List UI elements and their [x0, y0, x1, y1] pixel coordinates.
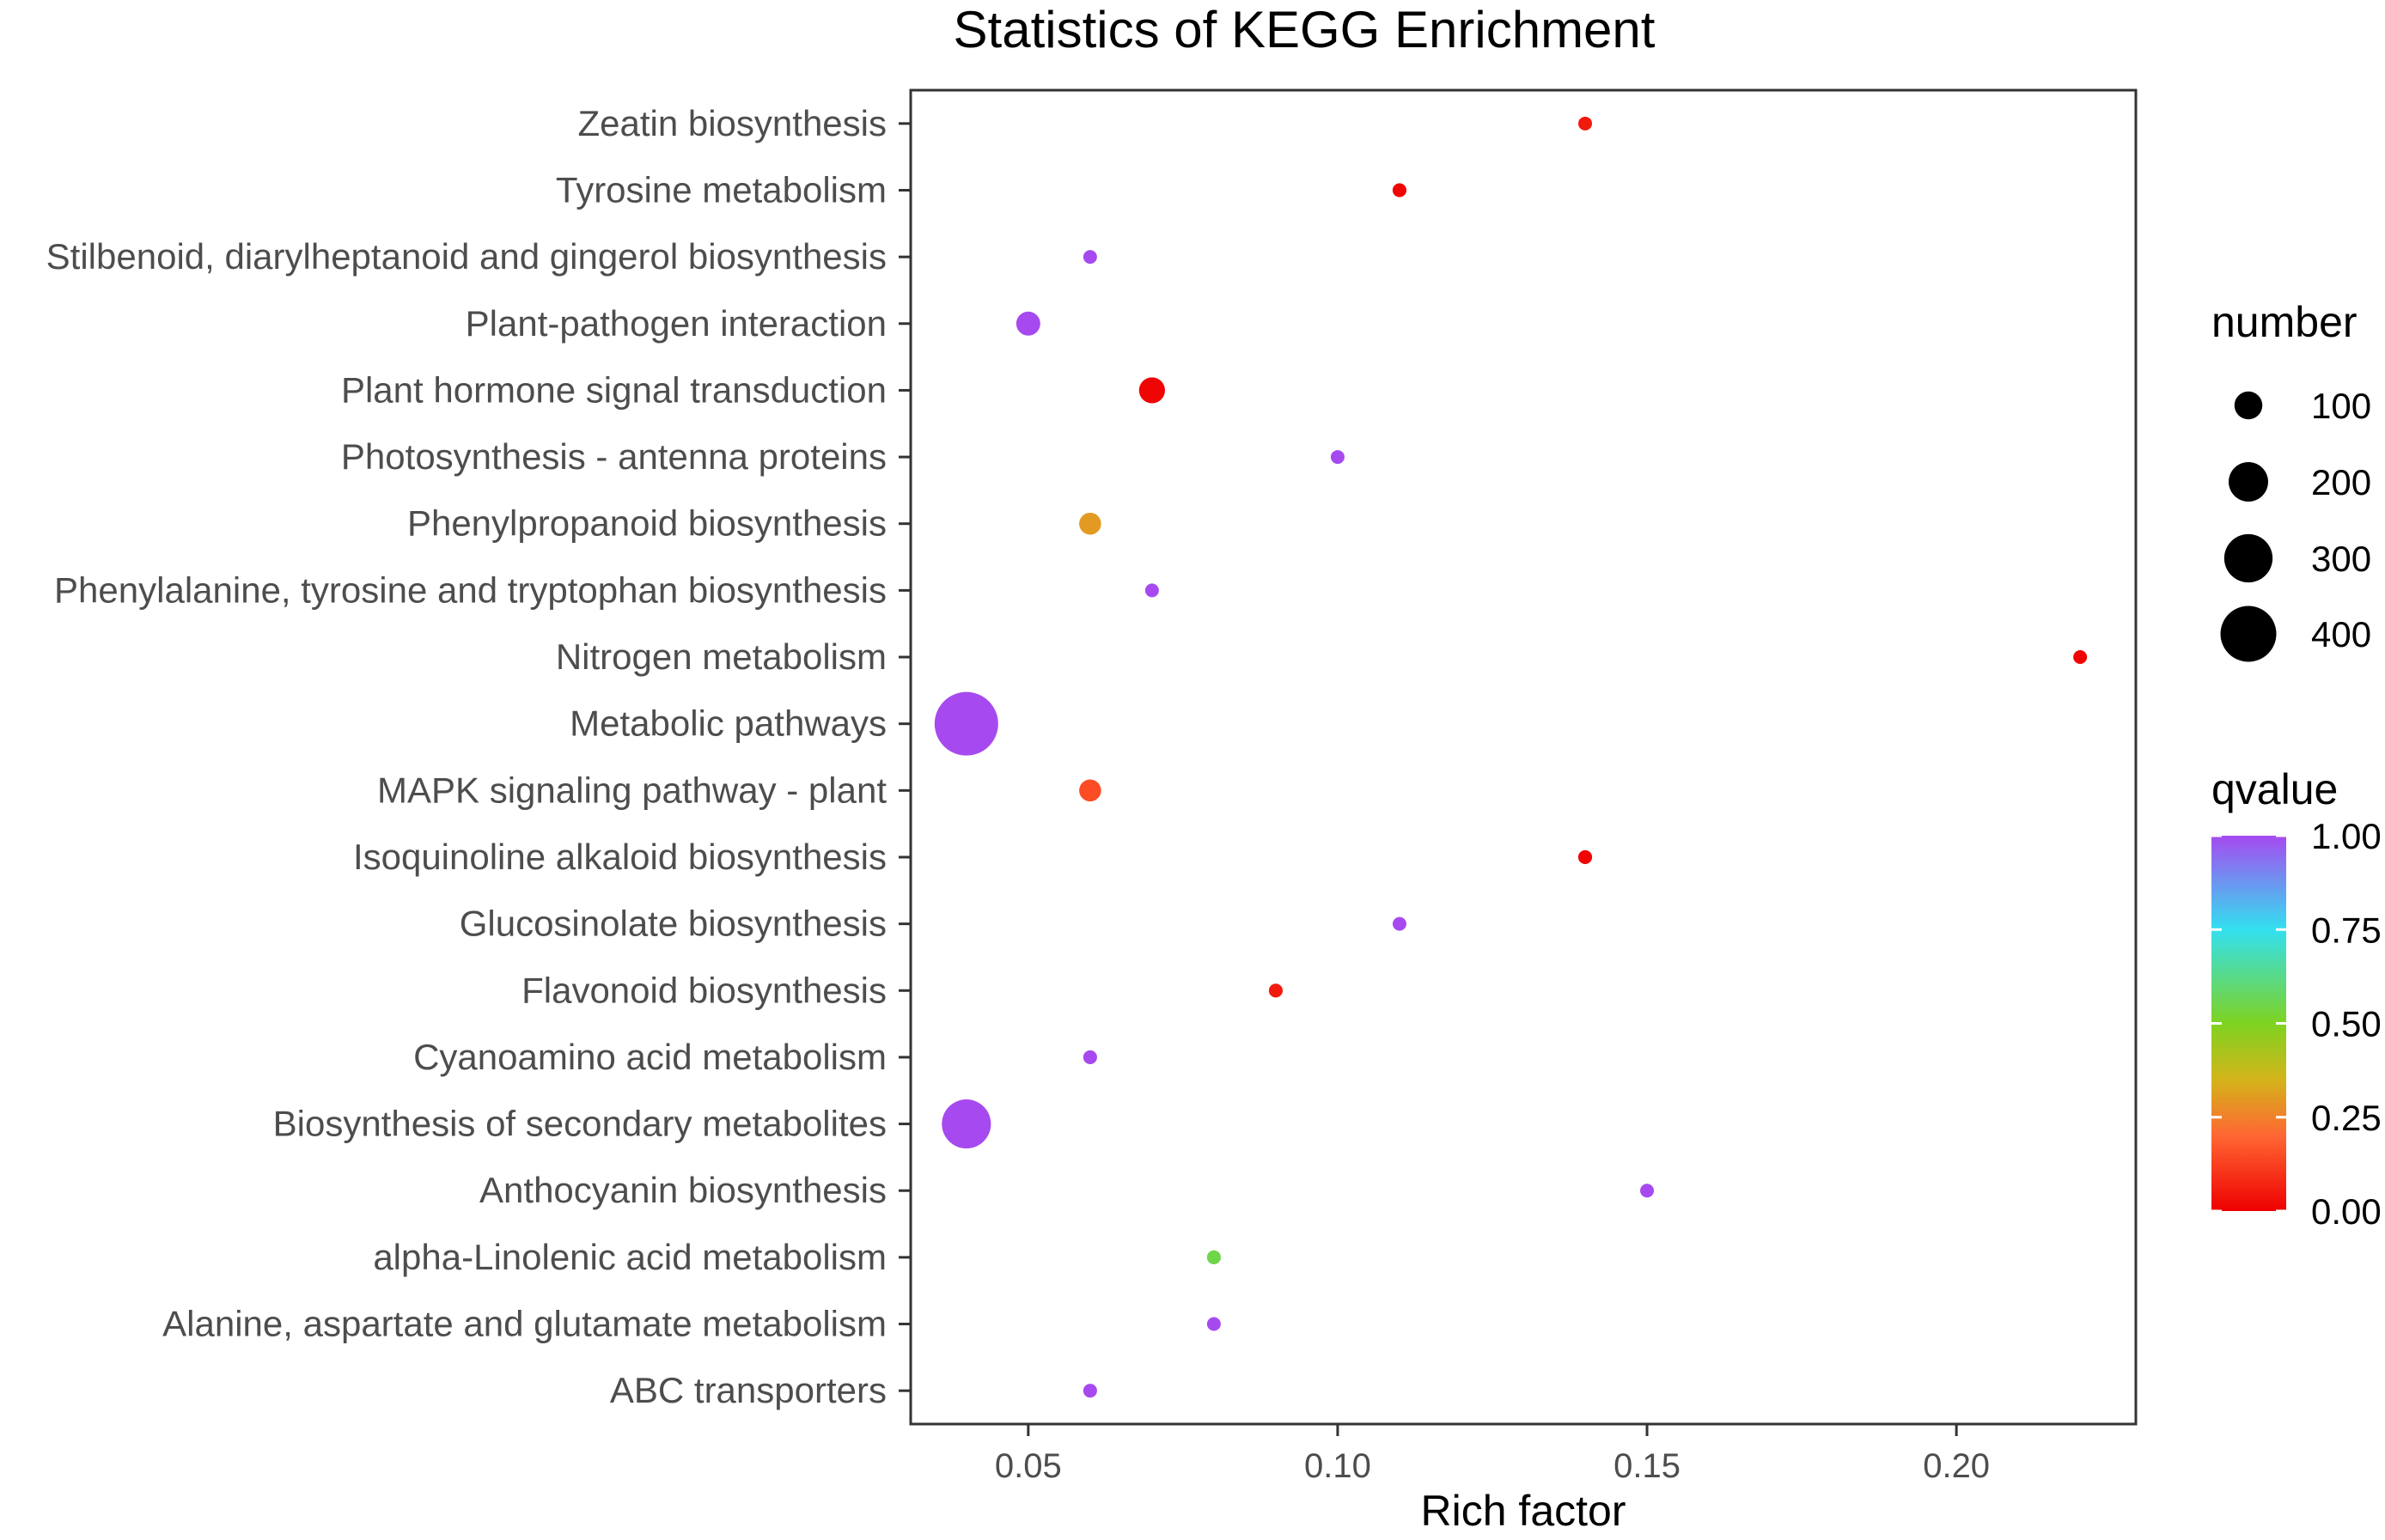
data-point [1138, 377, 1165, 404]
data-point [1083, 1050, 1097, 1064]
data-point [1577, 849, 1593, 865]
color-legend-title: qvalue [2211, 765, 2338, 813]
y-tick-label: Alanine, aspartate and glutamate metabol… [162, 1304, 887, 1344]
x-tick-label: 0.10 [1304, 1447, 1371, 1485]
data-point [1206, 1317, 1221, 1331]
y-tick-label: Phenylpropanoid biosynthesis [407, 503, 887, 544]
data-point [1016, 311, 1040, 336]
y-tick-label: Metabolic pathways [570, 703, 887, 744]
size-legend-label: 200 [2311, 462, 2371, 502]
data-points [934, 116, 2088, 1398]
y-tick-label: Biosynthesis of secondary metabolites [273, 1104, 887, 1144]
data-point [934, 691, 998, 756]
size-legend-label: 100 [2311, 386, 2371, 426]
y-tick-label: alpha-Linolenic acid metabolism [373, 1237, 887, 1277]
colorbar-tick-label: 1.00 [2311, 816, 2382, 856]
y-tick-label: Anthocyanin biosynthesis [479, 1170, 887, 1210]
data-point [1083, 1384, 1097, 1398]
y-axis: Zeatin biosynthesis Tyrosine metabolism St… [46, 103, 911, 1410]
y-tick-label: Tyrosine metabolism [556, 169, 887, 210]
colorbar-tick-label: 0.75 [2311, 910, 2382, 950]
x-tick-label: 0.15 [1613, 1447, 1680, 1485]
y-tick-label: Plant-pathogen interaction [466, 303, 887, 344]
y-tick-label: Zeatin biosynthesis [577, 103, 887, 143]
size-legend-label: 300 [2311, 539, 2371, 579]
y-tick-label: Isoquinoline alkaloid biosynthesis [353, 837, 887, 877]
y-tick-label: ABC transporters [610, 1370, 887, 1410]
data-point [1392, 916, 1406, 931]
color-legend: qvalue 1.00 0.75 0.50 0.25 0.00 [2211, 765, 2382, 1232]
size-legend-swatch [2223, 533, 2273, 583]
data-point [1268, 983, 1283, 998]
x-axis-title: Rich factor [1421, 1487, 1626, 1535]
size-legend-swatch [2220, 606, 2277, 662]
chart-title: Statistics of KEGG Enrichment [954, 1, 1656, 58]
size-legend-label: 400 [2311, 614, 2371, 654]
x-tick-label: 0.05 [995, 1447, 1062, 1485]
y-tick-label: Stilbenoid, diarylheptanoid and gingerol… [46, 236, 887, 277]
y-tick-label: Flavonoid biosynthesis [522, 970, 887, 1010]
data-point [1206, 1250, 1221, 1264]
data-point [1640, 1184, 1655, 1198]
y-tick-label: Phenylalanine, tyrosine and tryptophan b… [54, 569, 887, 610]
size-legend-swatch [2234, 391, 2263, 420]
y-tick-label: Photosynthesis - antenna proteins [341, 436, 887, 477]
y-tick-label: Plant hormone signal transduction [341, 369, 887, 410]
data-point [2073, 650, 2088, 665]
y-tick-label: Cyanoamino acid metabolism [413, 1037, 887, 1077]
size-legend-title: number [2211, 298, 2358, 346]
qvalue-colorbar [2211, 836, 2286, 1211]
x-axis: 0.05 0.10 0.15 0.20 [995, 1424, 1990, 1485]
colorbar-tick-label: 0.50 [2311, 1004, 2382, 1044]
colorbar-tick-label: 0.25 [2311, 1098, 2382, 1138]
data-point [1079, 779, 1101, 802]
data-point [1392, 183, 1407, 198]
data-point [1578, 116, 1593, 131]
x-tick-label: 0.20 [1923, 1447, 1990, 1485]
data-point [1330, 450, 1345, 465]
data-point [1079, 512, 1101, 535]
data-point [1144, 583, 1159, 598]
y-tick-label: MAPK signaling pathway - plant [377, 770, 887, 810]
colorbar-tick-label: 0.00 [2311, 1191, 2382, 1232]
size-legend-swatch [2229, 462, 2268, 502]
data-point [1083, 250, 1097, 265]
size-legend: number 100 200 300 400 [2211, 298, 2371, 662]
plot-panel [909, 88, 2138, 1426]
y-tick-label: Nitrogen metabolism [556, 636, 887, 677]
data-point [942, 1099, 991, 1149]
y-tick-label: Glucosinolate biosynthesis [460, 904, 887, 944]
